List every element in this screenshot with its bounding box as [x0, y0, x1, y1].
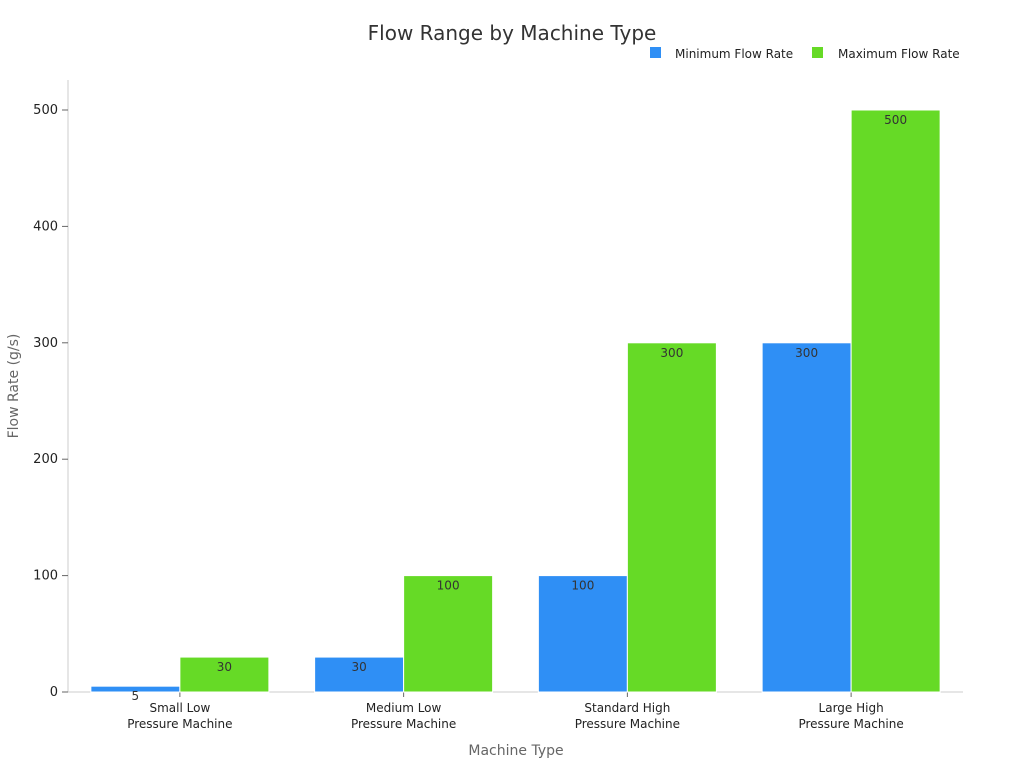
data-label: 30 — [217, 660, 232, 674]
bars — [90, 109, 941, 693]
bar-minimum — [761, 342, 852, 693]
bar-maximum — [626, 342, 717, 693]
x-tick-label: Pressure Machine — [798, 717, 903, 731]
legend-swatch — [650, 47, 661, 58]
y-axis-title: Flow Rate (g/s) — [6, 334, 22, 439]
bar-maximum — [850, 109, 941, 693]
x-tick-label: Standard High — [584, 701, 670, 715]
bar-maximum — [403, 575, 494, 693]
y-tick-label: 0 — [50, 685, 58, 700]
data-label: 5 — [132, 689, 140, 703]
data-label: 300 — [660, 346, 683, 360]
x-tick-label: Pressure Machine — [127, 717, 232, 731]
bar-maximum — [179, 656, 270, 693]
x-axis-ticks: Small Low Pressure Machine Medium Low Press… — [127, 692, 904, 731]
data-label: 500 — [884, 113, 907, 127]
y-tick-label: 100 — [33, 569, 58, 584]
y-tick-label: 200 — [33, 452, 58, 467]
y-tick-label: 400 — [33, 219, 58, 234]
data-label: 100 — [437, 579, 460, 593]
data-label: 300 — [795, 346, 818, 360]
legend-label: Maximum Flow Rate — [838, 47, 960, 61]
x-tick-label: Large High — [819, 701, 884, 715]
bar-minimum — [537, 575, 628, 693]
x-tick-label: Pressure Machine — [351, 717, 456, 731]
x-axis-title: Machine Type — [468, 743, 563, 759]
legend: Minimum Flow Rate Maximum Flow Rate — [650, 47, 960, 61]
y-tick-label: 300 — [33, 336, 58, 351]
data-label: 30 — [351, 660, 366, 674]
chart-title: Flow Range by Machine Type — [368, 21, 657, 45]
y-tick-label: 500 — [33, 103, 58, 118]
x-tick-label: Medium Low — [366, 701, 442, 715]
y-axis-ticks: 0 100 200 300 400 500 — [33, 103, 68, 700]
x-tick-label: Pressure Machine — [575, 717, 680, 731]
legend-swatch — [812, 47, 823, 58]
legend-label: Minimum Flow Rate — [675, 47, 793, 61]
data-label: 100 — [571, 579, 594, 593]
x-tick-label: Small Low — [149, 701, 210, 715]
data-labels: 5 30 30 100 100 300 300 500 — [132, 113, 908, 703]
